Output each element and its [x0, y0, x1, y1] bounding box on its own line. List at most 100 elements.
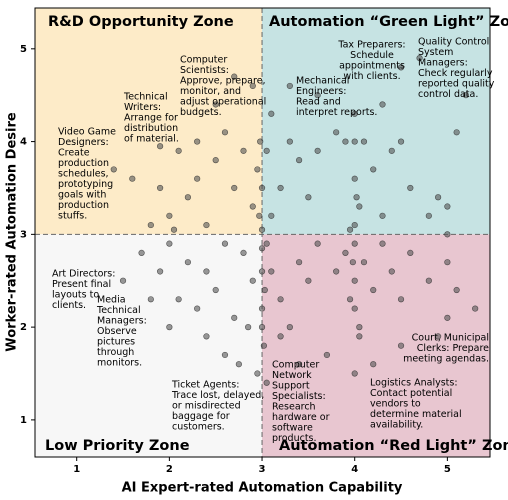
zone-label: Automation “Green Light” Zone: [269, 14, 508, 30]
data-point: [351, 175, 358, 182]
y-tick-label: 5: [20, 44, 27, 55]
data-point: [147, 221, 154, 229]
data-point: [166, 324, 173, 331]
data-point: [351, 221, 358, 229]
x-tick-label: 4: [351, 464, 358, 475]
annotation: Observe: [97, 326, 137, 337]
data-point: [249, 82, 256, 90]
annotation: monitor, and: [180, 86, 241, 97]
annotation: production: [58, 200, 109, 211]
annotation: adjust operational: [180, 97, 266, 108]
data-point: [351, 305, 358, 312]
annotation: goals with: [58, 190, 106, 201]
annotation: layouts to: [52, 290, 99, 301]
data-point: [397, 64, 405, 71]
annotation: meeting agendas.: [403, 354, 489, 365]
annotation: pictures: [97, 337, 135, 348]
annotation: Computer: [180, 55, 227, 66]
y-tick-label: 1: [20, 415, 27, 426]
data-point: [346, 296, 354, 303]
data-point: [356, 333, 363, 340]
data-point: [157, 184, 164, 192]
data-point: [263, 379, 270, 386]
data-point: [286, 82, 293, 90]
data-point: [444, 203, 451, 210]
data-point: [119, 277, 127, 284]
data-point: [333, 129, 340, 136]
annotation: of material.: [124, 134, 179, 145]
data-point: [370, 166, 377, 173]
annotation: Read and: [296, 97, 341, 108]
data-point: [351, 138, 358, 145]
annotation: Scientists:: [180, 65, 229, 76]
data-point: [388, 268, 395, 275]
annotation: System: [418, 47, 453, 58]
annotation: hardware or: [272, 412, 330, 423]
annotation: availability.: [370, 420, 423, 431]
annotation: Video Game: [58, 127, 116, 138]
annotation: Engineers:: [296, 86, 346, 97]
zone-background: [35, 8, 263, 235]
data-point: [203, 268, 210, 275]
annotation: Schedule: [350, 50, 394, 61]
annotation: Managers:: [418, 58, 468, 69]
data-point: [257, 138, 264, 145]
annotation: reported quality: [418, 79, 495, 90]
data-point: [175, 147, 182, 154]
data-point: [462, 92, 470, 99]
data-point: [258, 184, 266, 192]
annotation: products.: [272, 433, 317, 444]
annotation: Media: [97, 295, 126, 306]
data-point: [254, 166, 261, 173]
data-point: [397, 138, 405, 145]
data-point: [453, 129, 460, 136]
data-point: [314, 92, 321, 99]
data-point: [240, 147, 247, 154]
annotation: Technical: [123, 92, 168, 103]
annotation: Arrange for: [124, 113, 178, 124]
annotation: customers.: [172, 422, 225, 433]
data-point: [166, 240, 173, 247]
annotation: vendors to: [370, 399, 421, 410]
data-point: [379, 212, 386, 219]
annotation: Mechanical: [296, 76, 349, 87]
data-point: [263, 147, 270, 154]
annotation: Present final: [52, 279, 111, 290]
annotation: budgets.: [180, 107, 222, 118]
data-point: [221, 129, 229, 136]
data-point: [370, 286, 377, 294]
annotation: determine material: [370, 409, 462, 420]
data-point: [296, 259, 303, 266]
annotation: Check regularly: [418, 68, 493, 79]
data-point: [245, 324, 252, 331]
data-point: [212, 286, 219, 294]
data-point: [221, 240, 229, 247]
annotation: Quality Control: [418, 37, 489, 48]
data-point: [212, 101, 219, 108]
data-point: [397, 296, 405, 303]
annotation: Technical: [96, 305, 141, 316]
data-point: [249, 203, 256, 210]
data-point: [286, 138, 293, 145]
x-tick-label: 1: [73, 464, 80, 475]
data-point: [333, 268, 340, 275]
annotation: Art Directors:: [52, 269, 115, 280]
data-point: [296, 157, 303, 164]
data-point: [388, 147, 395, 154]
data-point: [240, 249, 247, 257]
data-point: [258, 245, 266, 252]
data-point: [184, 194, 192, 201]
data-point: [268, 268, 275, 275]
data-point: [425, 212, 432, 219]
data-point: [258, 268, 266, 275]
data-point: [110, 166, 117, 173]
zone-label: Automation “Red Light” Zone: [279, 438, 508, 454]
data-point: [231, 184, 238, 192]
data-point: [353, 194, 360, 201]
data-point: [360, 259, 368, 266]
data-point: [314, 147, 321, 154]
zone-label: R&D Opportunity Zone: [48, 14, 234, 30]
data-point: [277, 333, 284, 340]
data-point: [453, 286, 460, 294]
data-point: [194, 305, 201, 312]
